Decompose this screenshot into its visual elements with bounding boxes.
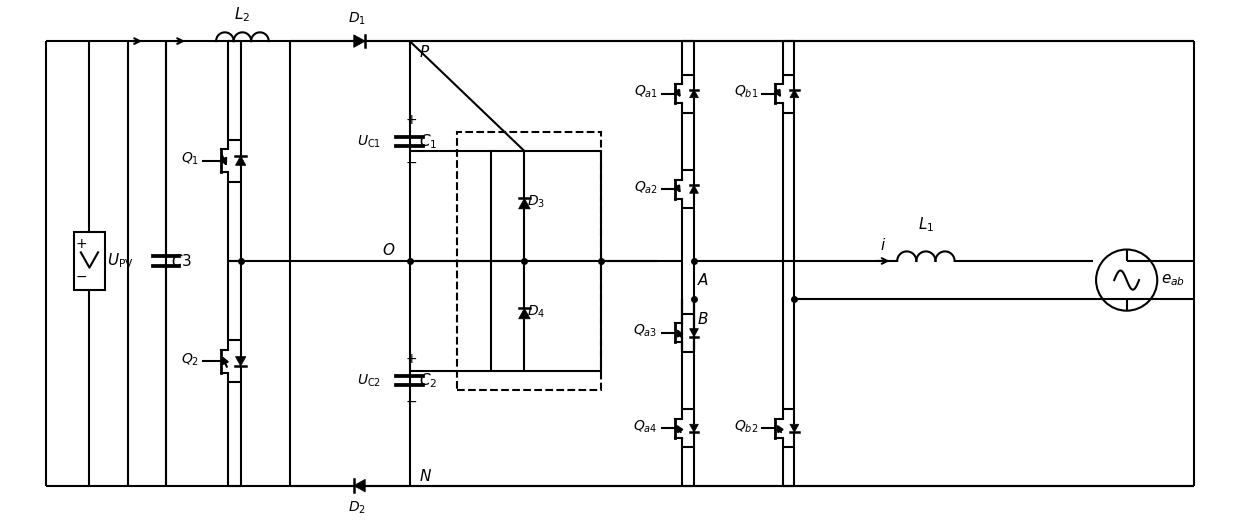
Text: $D_2$: $D_2$ [347,500,366,516]
Polygon shape [236,356,246,366]
Polygon shape [689,185,698,193]
Bar [74,232,104,290]
Text: $A$: $A$ [697,272,709,289]
Text: $L_1$: $L_1$ [918,216,934,234]
Text: $P$: $P$ [419,44,430,60]
Text: $Q_{a3}$: $Q_{a3}$ [634,322,657,339]
Text: $Q_{b2}$: $Q_{b2}$ [734,418,758,435]
Text: $L_2$: $L_2$ [234,5,250,24]
Polygon shape [790,90,799,98]
Text: −: − [76,270,87,284]
Text: $D_1$: $D_1$ [347,10,366,27]
Text: +: + [76,237,87,251]
Bar [458,132,601,390]
Text: −: − [405,156,418,170]
Polygon shape [518,308,531,319]
Text: $U_{\rm PV}$: $U_{\rm PV}$ [107,252,134,270]
Polygon shape [236,156,246,165]
Text: −: − [405,395,418,409]
Text: $Q_{b1}$: $Q_{b1}$ [734,83,758,100]
Text: $Q_2$: $Q_2$ [181,351,198,368]
Polygon shape [353,35,366,47]
Text: $U_{\rm C1}$: $U_{\rm C1}$ [357,133,381,150]
Polygon shape [689,329,698,337]
Text: +: + [405,352,418,366]
Text: $Q_{a4}$: $Q_{a4}$ [634,418,657,435]
Text: $C_2$: $C_2$ [419,371,438,390]
Text: $U_{\rm C2}$: $U_{\rm C2}$ [357,373,381,389]
Polygon shape [689,90,698,98]
Text: $B$: $B$ [697,311,708,327]
Text: $D_4$: $D_4$ [527,303,546,320]
Text: $Q_1$: $Q_1$ [181,151,198,167]
Text: $e_{ab}$: $e_{ab}$ [1161,272,1185,288]
Polygon shape [518,199,531,209]
Polygon shape [689,424,698,432]
Text: $O$: $O$ [382,242,396,258]
Text: $Q_{a1}$: $Q_{a1}$ [634,83,657,100]
Text: $i$: $i$ [880,238,885,253]
Polygon shape [353,479,366,492]
Text: $C_1$: $C_1$ [419,132,438,151]
Bar [491,151,601,371]
Text: $C3$: $C3$ [171,253,192,269]
Text: $D_3$: $D_3$ [527,193,546,210]
Text: $Q_{a2}$: $Q_{a2}$ [634,179,657,195]
Polygon shape [790,424,799,432]
Text: $N$: $N$ [419,468,433,483]
Text: +: + [405,113,418,127]
